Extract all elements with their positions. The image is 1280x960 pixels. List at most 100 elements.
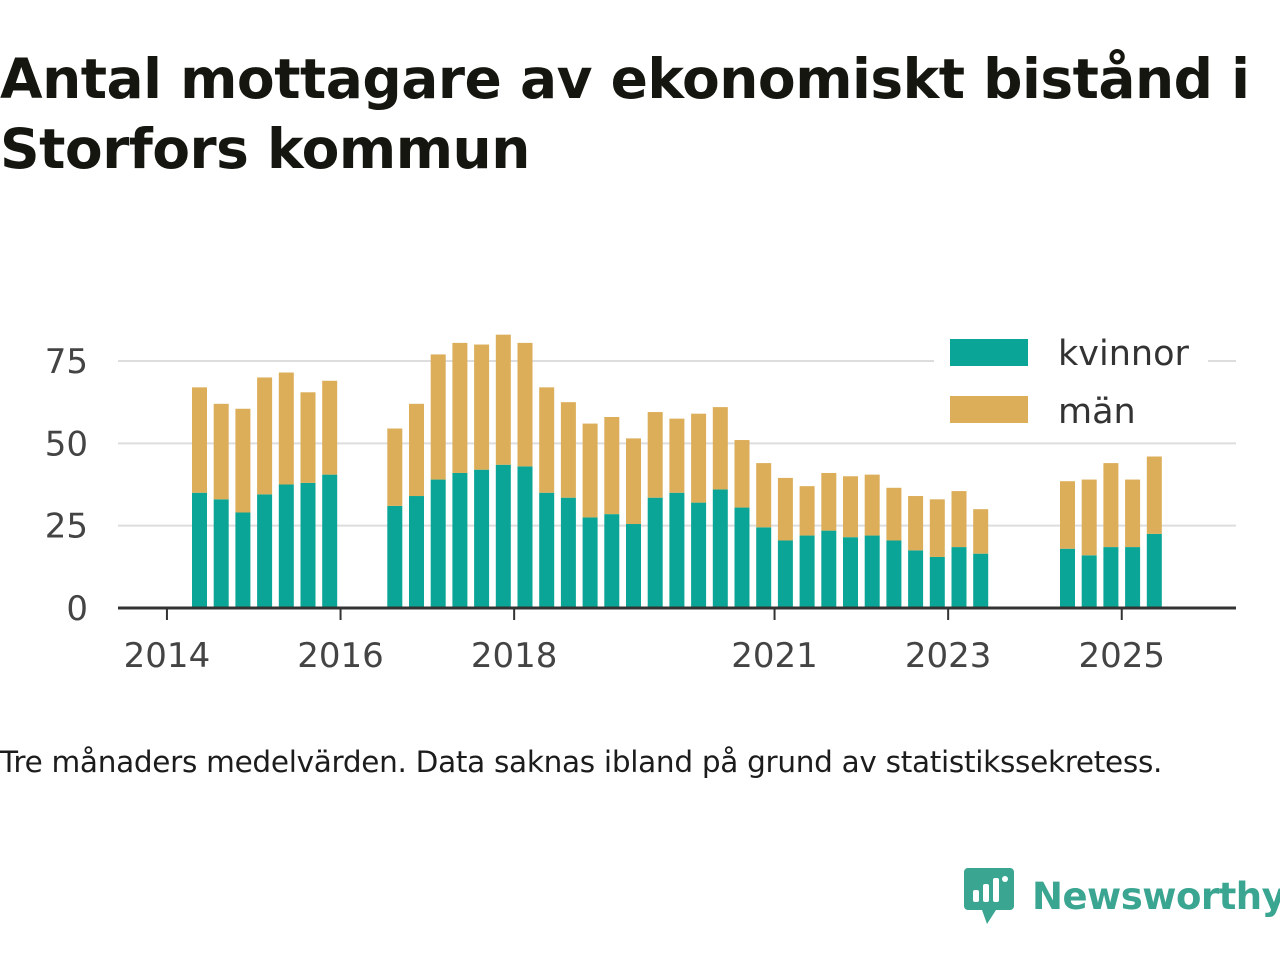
bar-man (474, 344, 490, 470)
bar-man (1081, 479, 1097, 556)
bar-man (756, 463, 772, 528)
bar-man (300, 392, 316, 483)
x-tick-label: 2016 (297, 636, 384, 676)
bar-kvinnor (604, 514, 620, 608)
bar-kvinnor (495, 464, 511, 608)
bar-man (821, 472, 837, 531)
chart-title: Antal mottagare av ekonomiskt bistånd i … (0, 47, 1250, 181)
bar-man (257, 377, 273, 495)
bar-man (734, 440, 750, 508)
y-tick-label: 0 (66, 589, 88, 629)
bar-kvinnor (409, 496, 424, 608)
bar-kvinnor (626, 524, 641, 608)
bar-kvinnor (257, 494, 273, 608)
x-tick-label: 2018 (471, 636, 558, 676)
bar-kvinnor (322, 474, 338, 608)
bar-kvinnor (474, 469, 490, 608)
bar-man (777, 477, 793, 541)
y-tick-label: 75 (45, 342, 88, 382)
bar-man (560, 402, 576, 498)
legend-swatch-kvinnor (950, 339, 1028, 366)
bar-man (1125, 479, 1141, 548)
bar-kvinnor (582, 517, 598, 608)
bar-man (539, 387, 555, 493)
bars (192, 334, 1162, 608)
bar-man (908, 496, 924, 551)
bar-kvinnor (300, 482, 316, 608)
bar-man (973, 509, 989, 554)
bar-man (213, 403, 229, 500)
bar-man (647, 412, 663, 498)
bar-man (278, 372, 294, 485)
bar-kvinnor (235, 512, 251, 608)
bar-kvinnor (1103, 547, 1119, 608)
bar-man (886, 487, 902, 541)
bar-kvinnor (821, 530, 837, 608)
bar-kvinnor (560, 497, 576, 608)
bar-kvinnor (517, 466, 533, 608)
bar-kvinnor (712, 489, 728, 608)
bar-man (712, 407, 728, 490)
bar-man (626, 438, 641, 525)
brand-name: Newsworthy (1032, 874, 1280, 918)
bar-man (691, 413, 707, 503)
bar-kvinnor (387, 505, 403, 608)
bar-kvinnor (756, 527, 772, 608)
y-tick-label: 50 (45, 424, 88, 464)
bar-man (669, 418, 685, 493)
bar-man (517, 342, 533, 467)
bar-kvinnor (973, 553, 989, 608)
legend-label-man: män (1058, 392, 1136, 432)
stacked-bar-chart: 0 25 50 75 2014 2016 2018 2021 2023 2025 kvinnor … (44, 328, 1236, 676)
bar-man (322, 380, 338, 475)
newsworthy-logo-icon (964, 868, 1014, 924)
bar-kvinnor (799, 535, 815, 608)
bar-kvinnor (886, 540, 902, 608)
x-tick-label: 2014 (124, 636, 211, 676)
bar-man (843, 476, 858, 538)
bar-kvinnor (734, 507, 750, 608)
bar-kvinnor (213, 499, 229, 608)
bar-man (387, 428, 403, 506)
bar-kvinnor (843, 537, 858, 608)
bar-kvinnor (864, 535, 880, 608)
y-tick-label: 25 (45, 507, 88, 547)
bar-kvinnor (1081, 555, 1097, 608)
bar-kvinnor (691, 502, 707, 608)
bar-man (1103, 463, 1119, 548)
legend-label-kvinnor: kvinnor (1058, 334, 1189, 374)
bar-kvinnor (1060, 548, 1075, 608)
bar-kvinnor (430, 479, 446, 608)
x-tick-label: 2021 (731, 636, 818, 676)
bar-kvinnor (452, 472, 468, 608)
bar-kvinnor (539, 492, 555, 608)
axes: 0 25 50 75 2014 2016 2018 2021 2023 2025 (45, 342, 1236, 676)
bar-man (235, 408, 251, 513)
bar-kvinnor (951, 547, 967, 608)
bar-kvinnor (1146, 533, 1162, 608)
bar-man (604, 416, 620, 515)
bar-man (1060, 481, 1075, 549)
bar-kvinnor (647, 497, 663, 608)
bar-man (582, 423, 598, 518)
bar-man (430, 354, 446, 480)
bar-kvinnor (929, 556, 945, 608)
bar-man (1146, 456, 1162, 534)
bar-man (495, 334, 511, 465)
bar-kvinnor (278, 484, 294, 608)
bar-kvinnor (908, 550, 924, 608)
bar-kvinnor (777, 540, 793, 608)
bar-kvinnor (192, 492, 207, 608)
bar-man (929, 499, 945, 557)
legend: kvinnor män (934, 328, 1208, 440)
bar-man (452, 342, 468, 473)
legend-swatch-man (950, 396, 1028, 423)
x-tick-label: 2023 (905, 636, 992, 676)
bar-kvinnor (669, 492, 685, 608)
bar-man (864, 474, 880, 536)
x-tick-label: 2025 (1078, 636, 1165, 676)
bar-man (951, 491, 967, 548)
bar-man (409, 403, 424, 497)
bar-kvinnor (1125, 547, 1141, 608)
bar-man (799, 486, 815, 536)
